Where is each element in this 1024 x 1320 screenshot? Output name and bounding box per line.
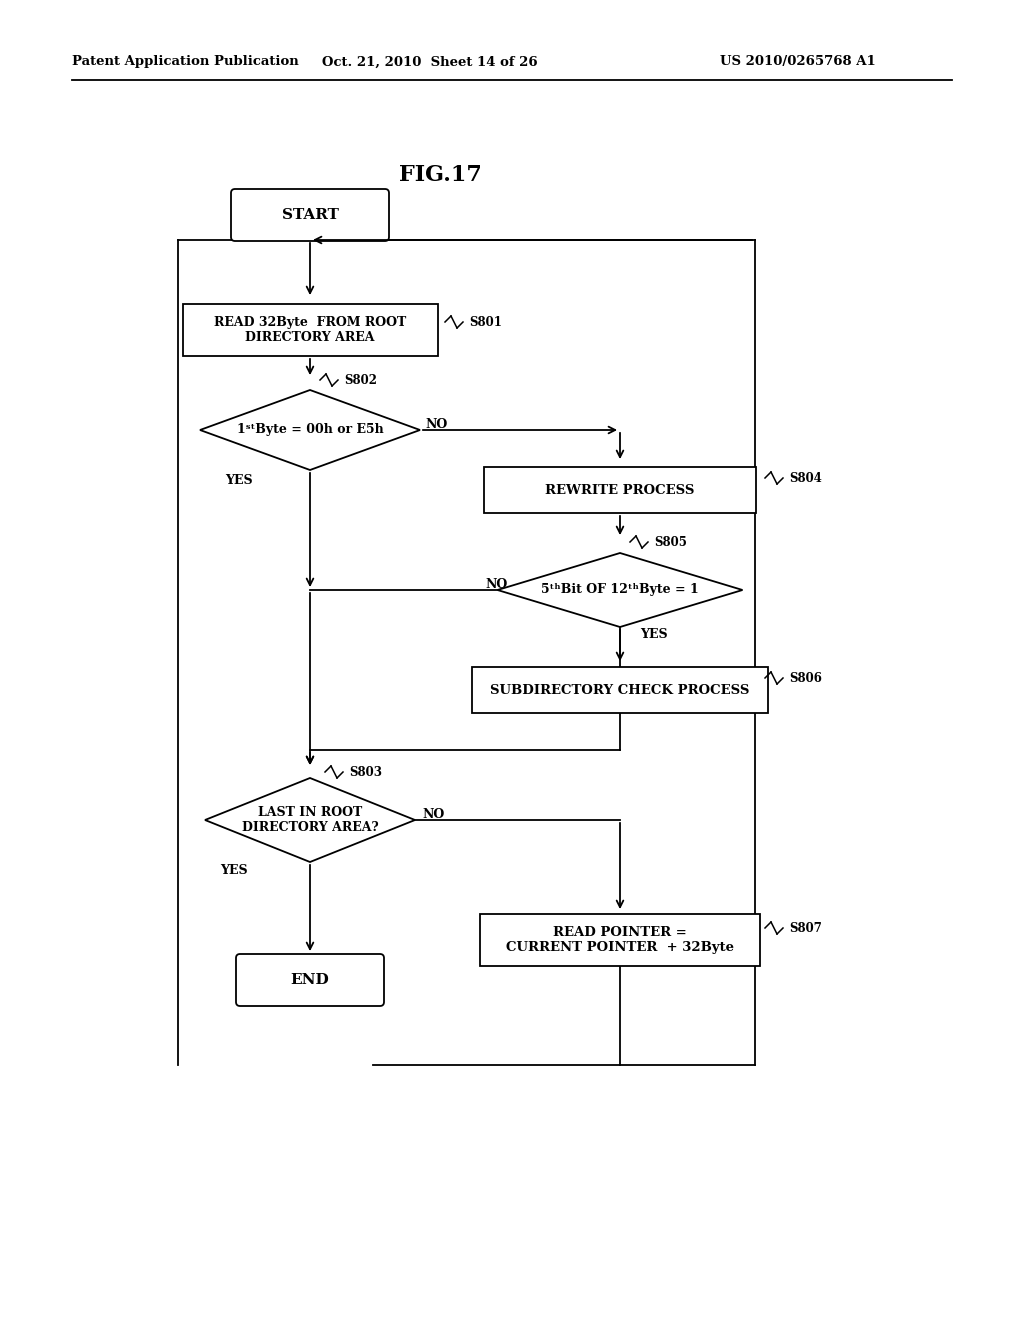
Bar bbox=[484, 467, 756, 513]
Polygon shape bbox=[200, 389, 420, 470]
Text: REWRITE PROCESS: REWRITE PROCESS bbox=[546, 483, 694, 496]
FancyBboxPatch shape bbox=[231, 189, 389, 242]
Text: Oct. 21, 2010  Sheet 14 of 26: Oct. 21, 2010 Sheet 14 of 26 bbox=[323, 55, 538, 69]
Bar bbox=[472, 667, 768, 713]
Text: 1ˢᵗByte = 00h or E5h: 1ˢᵗByte = 00h or E5h bbox=[237, 424, 383, 437]
Text: S806: S806 bbox=[790, 672, 822, 685]
Text: YES: YES bbox=[640, 627, 668, 640]
Text: NO: NO bbox=[422, 808, 444, 821]
Bar bbox=[480, 913, 760, 966]
Text: SUBDIRECTORY CHECK PROCESS: SUBDIRECTORY CHECK PROCESS bbox=[490, 684, 750, 697]
Text: S805: S805 bbox=[654, 536, 687, 549]
Text: NO: NO bbox=[425, 418, 447, 432]
Text: 5ᵗʰBit OF 12ᵗʰByte = 1: 5ᵗʰBit OF 12ᵗʰByte = 1 bbox=[541, 583, 698, 597]
Text: END: END bbox=[291, 973, 330, 987]
FancyBboxPatch shape bbox=[236, 954, 384, 1006]
Text: US 2010/0265768 A1: US 2010/0265768 A1 bbox=[720, 55, 876, 69]
Text: S803: S803 bbox=[349, 766, 382, 779]
Text: S807: S807 bbox=[790, 921, 822, 935]
Text: S802: S802 bbox=[344, 374, 377, 387]
Text: LAST IN ROOT
DIRECTORY AREA?: LAST IN ROOT DIRECTORY AREA? bbox=[242, 807, 378, 834]
Text: YES: YES bbox=[225, 474, 253, 487]
Text: YES: YES bbox=[220, 863, 248, 876]
Text: NO: NO bbox=[485, 578, 507, 591]
Text: FIG.17: FIG.17 bbox=[398, 164, 481, 186]
Text: S804: S804 bbox=[790, 471, 822, 484]
Text: START: START bbox=[282, 209, 339, 222]
Text: S801: S801 bbox=[469, 315, 502, 329]
Text: READ 32Byte  FROM ROOT
DIRECTORY AREA: READ 32Byte FROM ROOT DIRECTORY AREA bbox=[214, 315, 407, 345]
Bar bbox=[182, 304, 437, 356]
Text: READ POINTER =
CURRENT POINTER  + 32Byte: READ POINTER = CURRENT POINTER + 32Byte bbox=[506, 927, 734, 954]
Polygon shape bbox=[205, 777, 415, 862]
Text: Patent Application Publication: Patent Application Publication bbox=[72, 55, 299, 69]
Polygon shape bbox=[498, 553, 742, 627]
